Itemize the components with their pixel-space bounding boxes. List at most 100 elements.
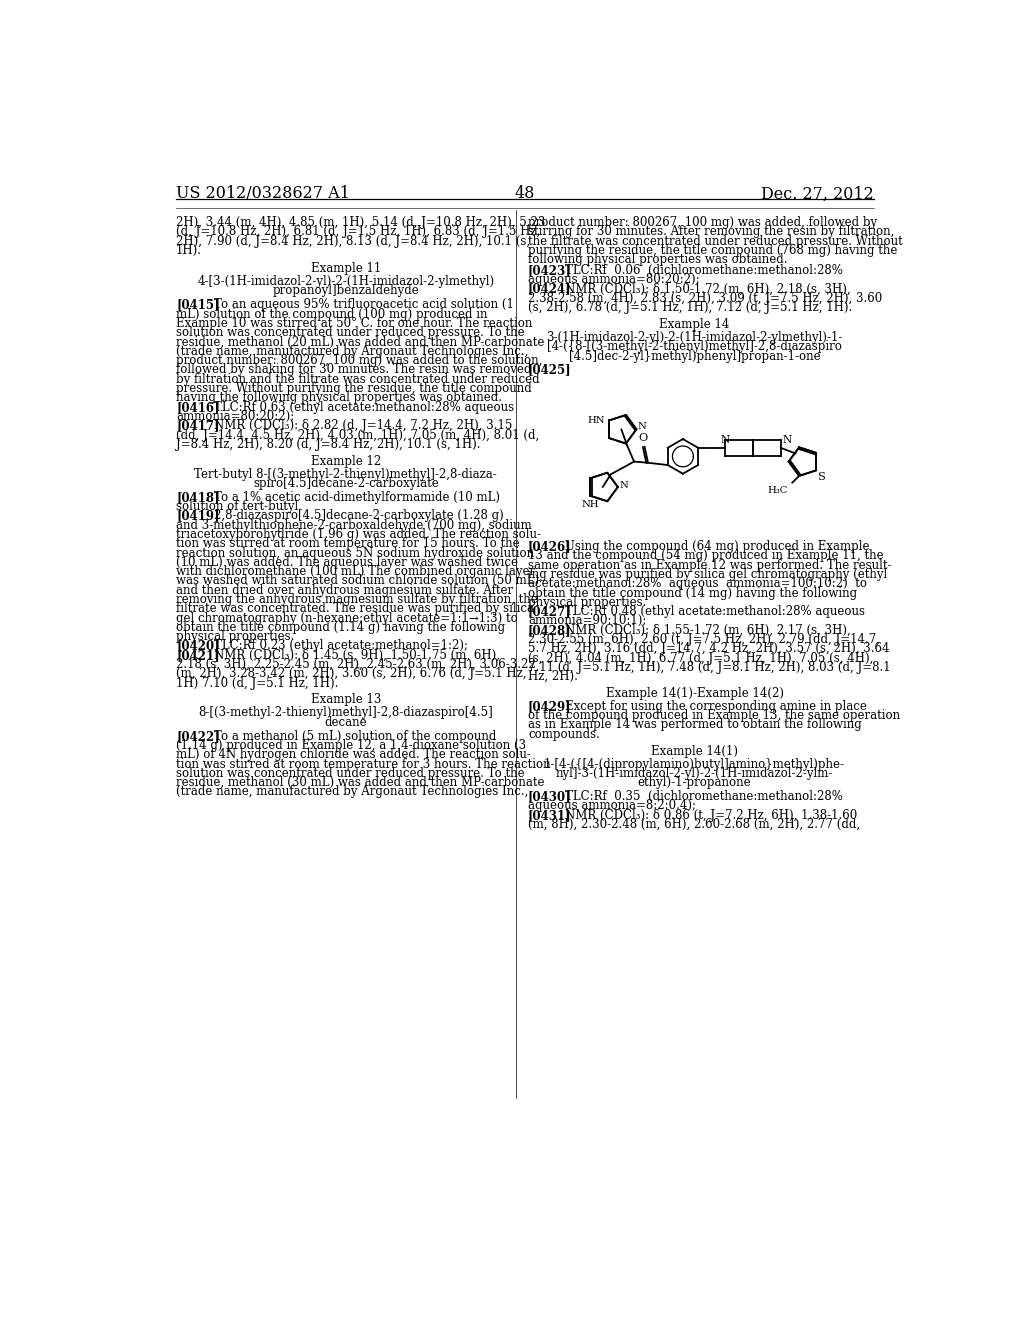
Text: 2H), 7.90 (d, J=8.4 Hz, 2H), 8.13 (d, J=8.4 Hz, 2H), 10.1 (s,: 2H), 7.90 (d, J=8.4 Hz, 2H), 8.13 (d, J=… (176, 235, 530, 248)
Text: O: O (638, 433, 647, 444)
Text: propanoyl]benzaldehyde: propanoyl]benzaldehyde (272, 285, 419, 297)
Text: 2,8-diazaspiro[4.5]decane-2-carboxylate (1.28 g): 2,8-diazaspiro[4.5]decane-2-carboxylate … (199, 510, 504, 523)
Text: following physical properties was obtained.: following physical properties was obtain… (528, 253, 787, 267)
Text: [4.5]dec-2-yl}methyl)phenyl]propan-1-one: [4.5]dec-2-yl}methyl)phenyl]propan-1-one (568, 350, 820, 363)
Text: [0415]: [0415] (176, 298, 219, 312)
Text: 48: 48 (515, 185, 535, 202)
Text: reaction solution, an aqueous 5N sodium hydroxide solution: reaction solution, an aqueous 5N sodium … (176, 546, 535, 560)
Text: [0425]: [0425] (528, 363, 571, 376)
Text: (10 mL) was added. The aqueous layer was washed twice: (10 mL) was added. The aqueous layer was… (176, 556, 518, 569)
Text: N: N (720, 436, 729, 445)
Text: [0430]: [0430] (528, 791, 571, 803)
Text: physical properties.: physical properties. (176, 630, 295, 643)
Text: was washed with saturated sodium chloride solution (50 mL): was washed with saturated sodium chlorid… (176, 574, 540, 587)
Text: aqueous ammonia=8:2:0.4);: aqueous ammonia=8:2:0.4); (528, 800, 696, 812)
Text: triacetoxyborohydride (1.96 g) was added. The reaction solu-: triacetoxyborohydride (1.96 g) was added… (176, 528, 541, 541)
Text: same operation as in Example 12 was performed. The result-: same operation as in Example 12 was perf… (528, 558, 892, 572)
Text: 2H), 3.44 (m, 4H), 4.85 (m, 1H), 5.14 (d, J=10.8 Hz, 2H), 5.23: 2H), 3.44 (m, 4H), 4.85 (m, 1H), 5.14 (d… (176, 216, 546, 230)
Text: product number: 800267, 100 mg) was added to the solution,: product number: 800267, 100 mg) was adde… (176, 354, 543, 367)
Text: 2.30-2.55 (m, 6H), 2.60 (t, J=7.5 Hz, 2H), 2.79 (dd, J=14.7,: 2.30-2.55 (m, 6H), 2.60 (t, J=7.5 Hz, 2H… (528, 634, 880, 645)
Text: spiro[4.5]decane-2-carboxylate: spiro[4.5]decane-2-carboxylate (253, 477, 438, 490)
Text: [0421]: [0421] (176, 649, 220, 661)
Text: tion was stirred at room temperature for 15 hours. To the: tion was stirred at room temperature for… (176, 537, 519, 550)
Text: compounds.: compounds. (528, 727, 600, 741)
Text: N: N (782, 436, 792, 445)
Text: [0423]: [0423] (528, 264, 571, 277)
Text: 4-[3-(1H-imidazol-2-yl)-2-(1H-imidazol-2-ylmethyl): 4-[3-(1H-imidazol-2-yl)-2-(1H-imidazol-2… (198, 275, 495, 288)
Text: residue, methanol (30 mL) was added and then MP-carbonate: residue, methanol (30 mL) was added and … (176, 776, 545, 789)
Text: US 2012/0328627 A1: US 2012/0328627 A1 (176, 185, 350, 202)
Text: product number: 800267, 100 mg) was added, followed by: product number: 800267, 100 mg) was adde… (528, 216, 877, 230)
Text: obtain the title compound (1.14 g) having the following: obtain the title compound (1.14 g) havin… (176, 620, 505, 634)
Text: Except for using the corresponding amine in place: Except for using the corresponding amine… (551, 700, 867, 713)
Text: NMR (CDCl₃): δ 0.86 (t, J=7.2 Hz, 6H), 1.38-1.60: NMR (CDCl₃): δ 0.86 (t, J=7.2 Hz, 6H), 1… (551, 809, 858, 821)
Text: aqueous ammonia=80:20:2);: aqueous ammonia=80:20:2); (528, 273, 699, 286)
Text: (trade name, manufactured by Argonaut Technologies Inc.,: (trade name, manufactured by Argonaut Te… (176, 785, 528, 799)
Text: To an aqueous 95% trifluoroacetic acid solution (1: To an aqueous 95% trifluoroacetic acid s… (199, 298, 513, 312)
Text: by filtration and the filtrate was concentrated under reduced: by filtration and the filtrate was conce… (176, 372, 540, 385)
Text: NMR (CDCl₃): δ 1.50-1.72 (m, 6H), 2.18 (s, 3H),: NMR (CDCl₃): δ 1.50-1.72 (m, 6H), 2.18 (… (551, 282, 851, 296)
Text: [4-({8-[(3-methyl-2-thienyl)methyl]-2,8-diazaspiro: [4-({8-[(3-methyl-2-thienyl)methyl]-2,8-… (547, 341, 842, 354)
Text: the filtrate was concentrated under reduced pressure. Without: the filtrate was concentrated under redu… (528, 235, 902, 248)
Text: filtrate was concentrated. The residue was purified by silica: filtrate was concentrated. The residue w… (176, 602, 535, 615)
Text: Example 13: Example 13 (310, 693, 381, 706)
Text: [0424]: [0424] (528, 282, 571, 296)
Text: S: S (817, 473, 825, 482)
Text: NMR (CDCl₃): δ 1.55-1.72 (m, 6H), 2.17 (s, 3H),: NMR (CDCl₃): δ 1.55-1.72 (m, 6H), 2.17 (… (551, 623, 851, 636)
Text: Using the compound (64 mg) produced in Example: Using the compound (64 mg) produced in E… (551, 540, 870, 553)
Text: (trade name, manufactured by Argonaut Technologies Inc.,: (trade name, manufactured by Argonaut Te… (176, 345, 528, 358)
Text: [0420]: [0420] (176, 639, 220, 652)
Text: acetate:methanol:28%  aqueous  ammonia=100:10:2)  to: acetate:methanol:28% aqueous ammonia=100… (528, 577, 867, 590)
Text: NH: NH (582, 500, 599, 508)
Text: TLC:Rf 0.63 (ethyl acetate:methanol:28% aqueous: TLC:Rf 0.63 (ethyl acetate:methanol:28% … (199, 401, 514, 413)
Text: as in Example 14 was performed to obtain the following: as in Example 14 was performed to obtain… (528, 718, 861, 731)
Text: To a methanol (5 mL) solution of the compound: To a methanol (5 mL) solution of the com… (199, 730, 496, 743)
Text: and then dried over anhydrous magnesium sulfate. After: and then dried over anhydrous magnesium … (176, 583, 513, 597)
Text: removing the anhydrous magnesium sulfate by filtration, the: removing the anhydrous magnesium sulfate… (176, 593, 538, 606)
Text: TLC:Rf 0.48 (ethyl acetate:methanol:28% aqueous: TLC:Rf 0.48 (ethyl acetate:methanol:28% … (551, 605, 865, 618)
Text: N: N (638, 422, 647, 432)
Text: 5.7 Hz, 2H), 3.16 (dd, J=14.7, 4.2 Hz, 2H), 3.57 (s, 2H), 3.64: 5.7 Hz, 2H), 3.16 (dd, J=14.7, 4.2 Hz, 2… (528, 643, 890, 655)
Text: (s, 2H), 4.04 (m, 1H), 6.77 (d, J=5.1 Hz, 1H), 7.05 (s, 4H),: (s, 2H), 4.04 (m, 1H), 6.77 (d, J=5.1 Hz… (528, 652, 873, 664)
Text: 13 and the compound (54 mg) produced in Example 11, the: 13 and the compound (54 mg) produced in … (528, 549, 884, 562)
Text: Example 14(1)-Example 14(2): Example 14(1)-Example 14(2) (605, 686, 783, 700)
Text: [0418]: [0418] (176, 491, 219, 504)
Text: (d, J=10.8 Hz, 2H), 6.81 (d, J=1.5 Hz, 1H), 6.83 (d, J=1.5 Hz,: (d, J=10.8 Hz, 2H), 6.81 (d, J=1.5 Hz, 1… (176, 226, 541, 239)
Text: physical properties.: physical properties. (528, 595, 646, 609)
Text: solution was concentrated under reduced pressure. To the: solution was concentrated under reduced … (176, 767, 524, 780)
Text: J=8.4 Hz, 2H), 8.20 (d, J=8.4 Hz, 2H), 10.1 (s, 1H).: J=8.4 Hz, 2H), 8.20 (d, J=8.4 Hz, 2H), 1… (176, 438, 480, 451)
Text: TLC:Rf  0.35  (dichloromethane:methanol:28%: TLC:Rf 0.35 (dichloromethane:methanol:28… (551, 791, 844, 803)
Text: followed by shaking for 30 minutes. The resin was removed: followed by shaking for 30 minutes. The … (176, 363, 531, 376)
Text: obtain the title compound (14 mg) having the following: obtain the title compound (14 mg) having… (528, 586, 857, 599)
Text: [0416]: [0416] (176, 401, 219, 413)
Text: having the following physical properties was obtained.: having the following physical properties… (176, 391, 502, 404)
Text: 7.11 (d, J=5.1 Hz, 1H), 7.48 (d, J=8.1 Hz, 2H), 8.03 (d, J=8.1: 7.11 (d, J=5.1 Hz, 1H), 7.48 (d, J=8.1 H… (528, 661, 891, 675)
Text: H₃C: H₃C (767, 486, 787, 495)
Text: 2.38-2.58 (m, 4H), 2.83 (s, 2H), 3.09 (t, J=7.5 Hz, 2H), 3.60: 2.38-2.58 (m, 4H), 2.83 (s, 2H), 3.09 (t… (528, 292, 882, 305)
Text: ing residue was purified by silica gel chromatography (ethyl: ing residue was purified by silica gel c… (528, 568, 887, 581)
Text: purifying the residue, the title compound (768 mg) having the: purifying the residue, the title compoun… (528, 244, 897, 257)
Text: [0427]: [0427] (528, 605, 571, 618)
Text: NMR (CDCl₃): δ 2.82 (d, J=14.4, 7.2 Hz, 2H), 3.15: NMR (CDCl₃): δ 2.82 (d, J=14.4, 7.2 Hz, … (199, 420, 512, 432)
Text: [0422]: [0422] (176, 730, 220, 743)
Text: Example 12: Example 12 (310, 454, 381, 467)
Text: mL) of 4N hydrogen chloride was added. The reaction solu-: mL) of 4N hydrogen chloride was added. T… (176, 748, 530, 762)
Text: pressure. Without purifying the residue, the title compound: pressure. Without purifying the residue,… (176, 381, 531, 395)
Text: (m, 2H), 3.28-3.42 (m, 2H), 3.60 (s, 2H), 6.76 (d, J=5.1 Hz,: (m, 2H), 3.28-3.42 (m, 2H), 3.60 (s, 2H)… (176, 668, 526, 680)
Text: 3-(1H-imidazol-2-yl)-2-(1H-imidazol-2-ylmethyl)-1-: 3-(1H-imidazol-2-yl)-2-(1H-imidazol-2-yl… (547, 331, 843, 345)
Text: decane: decane (325, 715, 367, 729)
Text: [0426]: [0426] (528, 540, 571, 553)
Text: (1.14 g) produced in Example 12, a 1,4-dioxane solution (3: (1.14 g) produced in Example 12, a 1,4-d… (176, 739, 526, 752)
Text: nyl]-3-(1H-imidazol-2-yl)-2-(1H-imidazol-2-ylm-: nyl]-3-(1H-imidazol-2-yl)-2-(1H-imidazol… (556, 767, 834, 780)
Text: Example 14: Example 14 (659, 318, 730, 331)
Text: 1H) 7.10 (d, J=5.1 Hz, 1H).: 1H) 7.10 (d, J=5.1 Hz, 1H). (176, 677, 338, 689)
Text: Example 14(1): Example 14(1) (651, 744, 738, 758)
Text: Example 10 was stirred at 50° C. for one hour. The reaction: Example 10 was stirred at 50° C. for one… (176, 317, 532, 330)
Text: and 3-methylthiophene-2-carboxaldehyde (700 mg), sodium: and 3-methylthiophene-2-carboxaldehyde (… (176, 519, 531, 532)
Text: (dd, J=14.4, 4.5 Hz, 2H), 4.03 (m, 1H), 7.05 (m, 4H), 8.01 (d,: (dd, J=14.4, 4.5 Hz, 2H), 4.03 (m, 1H), … (176, 429, 540, 441)
Text: Example 11: Example 11 (310, 263, 381, 275)
Text: 1-[4-({[4-(dipropylamino)butyl]amino}methyl)phe-: 1-[4-({[4-(dipropylamino)butyl]amino}met… (544, 758, 845, 771)
Text: [0429]: [0429] (528, 700, 571, 713)
Text: (m, 8H), 2.30-2.48 (m, 6H), 2.60-2.68 (m, 2H), 2.77 (dd,: (m, 8H), 2.30-2.48 (m, 6H), 2.60-2.68 (m… (528, 818, 860, 830)
Text: Tert-butyl 8-[(3-methyl-2-thienyl)methyl]-2,8-diaza-: Tert-butyl 8-[(3-methyl-2-thienyl)methyl… (195, 467, 497, 480)
